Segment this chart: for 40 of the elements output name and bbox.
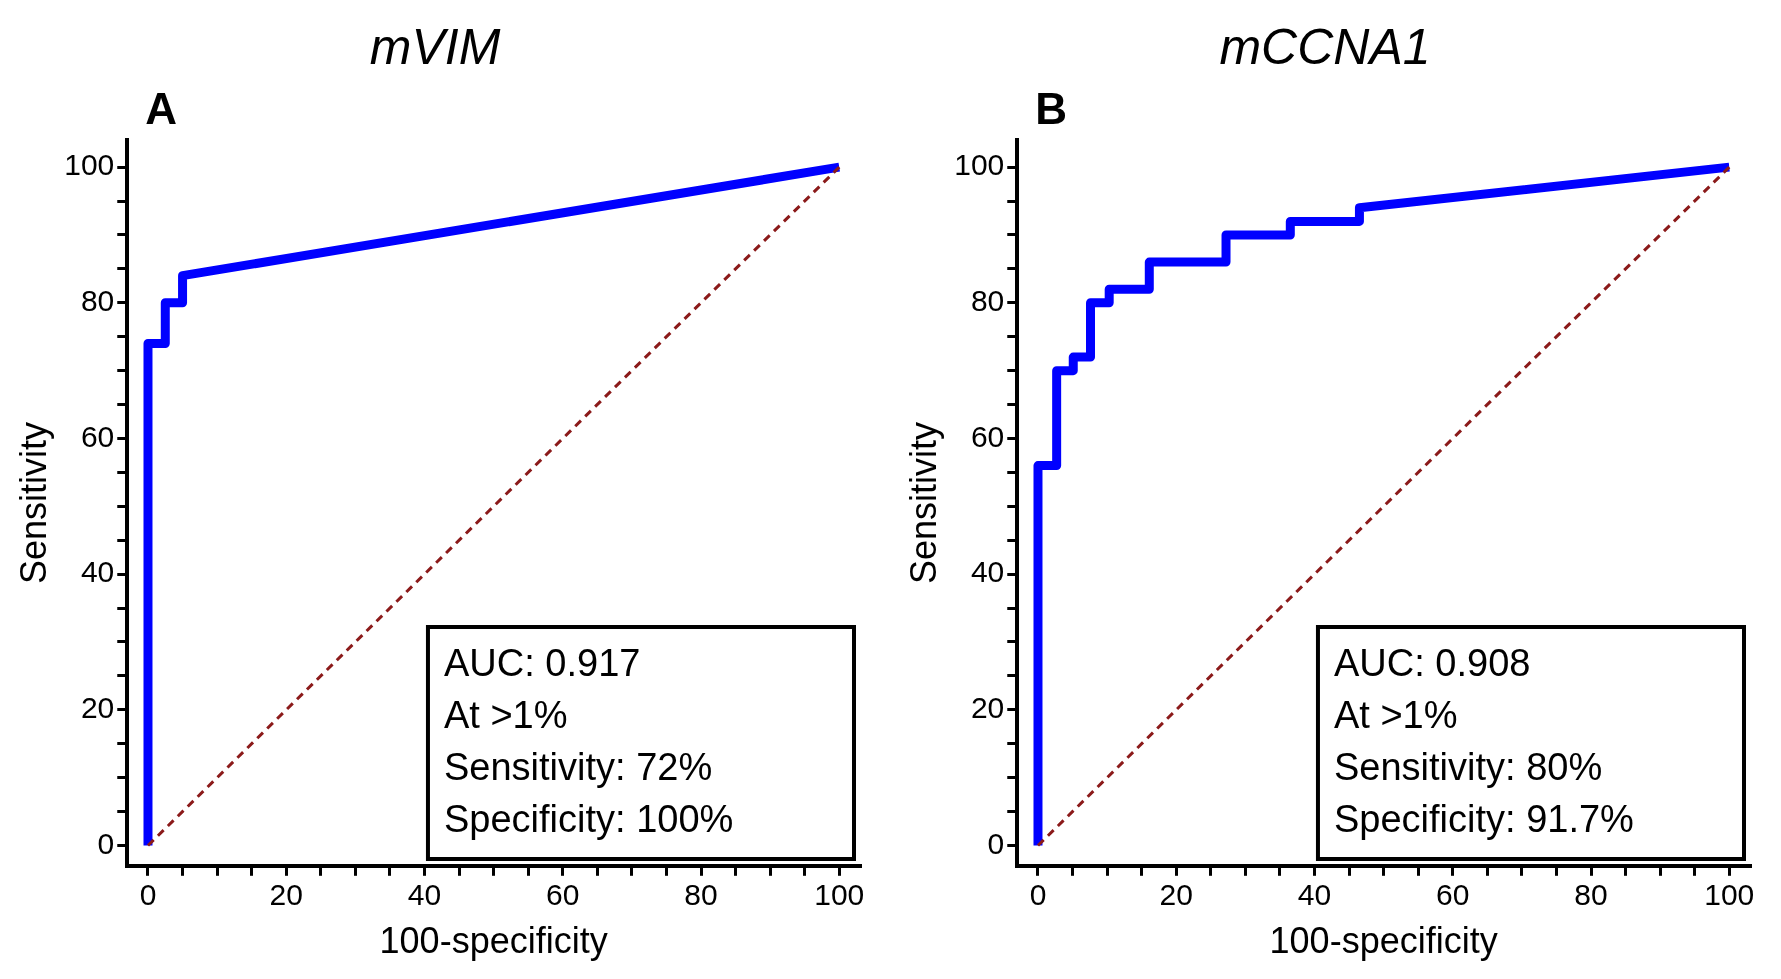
x-axis-title: 100-specificity [1269, 920, 1498, 962]
y-tick-label: 100 [64, 148, 115, 182]
y-tick-label: 0 [987, 826, 1005, 860]
text: B [1035, 84, 1068, 134]
y-tick-label: 80 [970, 284, 1005, 318]
annotation: Specificity: 100% [443, 797, 734, 840]
y-tick-label: 100 [954, 148, 1005, 182]
annotation: At >1% [443, 693, 568, 736]
x-tick-label: 100 [1704, 878, 1755, 912]
x-tick-label: 60 [1436, 878, 1470, 912]
annotation: Sensitivity: 80% [1333, 745, 1603, 788]
x-tick-label: 20 [1159, 878, 1193, 912]
text: A [145, 84, 178, 134]
y-axis-title: Sensitivity [12, 421, 54, 584]
y-axis-title: Sensitivity [902, 421, 944, 584]
x-tick-label: 40 [407, 878, 442, 912]
x-tick-label: 100 [814, 878, 865, 912]
annotation: AUC: 0.917 [443, 641, 641, 684]
x-tick-label: 0 [139, 878, 157, 912]
x-tick-label: 0 [1029, 878, 1047, 912]
annotation: At >1% [1333, 693, 1458, 736]
y-tick-label: 80 [80, 284, 115, 318]
x-tick-label: 80 [684, 878, 718, 912]
y-tick-label: 40 [80, 555, 115, 589]
x-axis-title: 100-specificity [379, 920, 608, 962]
y-tick-label: 60 [80, 419, 115, 453]
annotation: Specificity: 91.7% [1333, 797, 1634, 840]
y-tick-label: 20 [80, 691, 115, 725]
x-tick-label: 60 [546, 878, 580, 912]
y-tick-label: 20 [970, 691, 1005, 725]
annotation: AUC: 0.908 [1333, 641, 1531, 684]
x-tick-label: 20 [269, 878, 303, 912]
x-tick-label: 40 [1297, 878, 1332, 912]
y-tick-label: 40 [970, 555, 1005, 589]
x-tick-label: 80 [1574, 878, 1608, 912]
chart-title: mVIM [369, 18, 501, 75]
chart-title: mCCNA1 [1219, 18, 1431, 75]
annotation: Sensitivity: 72% [443, 745, 713, 788]
y-tick-label: 0 [97, 826, 115, 860]
y-tick-label: 60 [970, 419, 1005, 453]
